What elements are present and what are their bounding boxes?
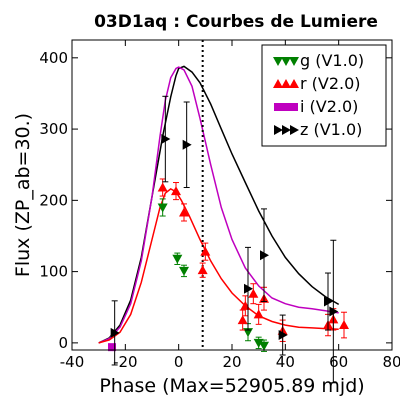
- data-point-g: [259, 341, 269, 351]
- legend-marker-g: [289, 57, 299, 66]
- data-point-z: [324, 296, 333, 307]
- legend-marker-r: [281, 79, 291, 88]
- data-point-r: [339, 320, 349, 330]
- data-point-r: [179, 207, 189, 217]
- legend-marker-r: [273, 79, 283, 88]
- x-tick-label: 80: [382, 353, 400, 371]
- legend-marker-i: [282, 103, 290, 111]
- data-point-r: [237, 315, 248, 325]
- data-point-r: [248, 288, 259, 298]
- x-tick-label: -40: [60, 353, 85, 371]
- legend-label-i: i (V2.0): [300, 97, 358, 116]
- data-point-g: [179, 266, 189, 276]
- x-tick-label: 40: [276, 353, 295, 371]
- legend-marker-i: [290, 103, 298, 111]
- model-curve: [98, 65, 340, 344]
- data-point-r: [200, 246, 211, 256]
- y-tick-label: 200: [39, 191, 68, 209]
- y-axis-label: Flux (ZP_ab=30.): [12, 113, 34, 277]
- y-tick-label: 0: [58, 334, 68, 352]
- data-point-z: [161, 134, 171, 145]
- data-point-r: [157, 182, 168, 192]
- x-tick-label: 20: [222, 353, 241, 371]
- legend-marker-i: [274, 103, 282, 111]
- data-point-z: [329, 306, 339, 317]
- legend-label-z: z (V1.0): [300, 120, 362, 139]
- model-curves: [98, 65, 340, 344]
- legend-marker-z: [282, 125, 291, 135]
- x-tick-label: 60: [329, 353, 348, 371]
- legend-marker-z: [290, 125, 299, 135]
- data-points: [108, 95, 349, 384]
- data-point-z: [244, 283, 253, 294]
- x-axis-ticks: -40 -20 0 20 40 60 80: [60, 40, 400, 371]
- data-point-g: [253, 338, 264, 348]
- x-axis-label: Phase (Max=52905.89 mjd): [99, 375, 364, 397]
- legend-marker-z: [274, 125, 283, 135]
- data-point-i: [108, 343, 116, 352]
- y-axis-ticks: 0 100 200 300 400: [39, 49, 392, 352]
- y-tick-label: 100: [39, 263, 68, 281]
- legend-marker-g: [273, 57, 283, 66]
- x-tick-label: -20: [113, 353, 138, 371]
- legend-marker-r: [289, 79, 299, 88]
- data-point-z: [260, 250, 269, 261]
- data-point-r: [171, 186, 181, 196]
- legend-marker-g: [281, 57, 291, 66]
- data-point-g: [157, 203, 168, 213]
- data-point-z: [182, 139, 192, 150]
- data-point-r: [253, 309, 264, 319]
- x-tick-label: 0: [174, 353, 184, 371]
- chart-title: 03D1aq : Courbes de Lumiere: [94, 12, 378, 32]
- legend: g (V1.0) r (V2.0) i (V2.0) z (V1.0): [261, 44, 387, 147]
- legend-label-g: g (V1.0): [300, 51, 364, 70]
- y-tick-label: 400: [39, 49, 68, 67]
- model-curve: [98, 66, 339, 344]
- model-curve: [98, 188, 339, 344]
- data-point-z: [278, 330, 288, 341]
- data-point-g: [172, 254, 183, 264]
- data-point-z: [110, 327, 120, 338]
- legend-label-r: r (V2.0): [300, 74, 361, 93]
- y-tick-label: 300: [39, 120, 68, 138]
- data-point-r: [197, 265, 208, 275]
